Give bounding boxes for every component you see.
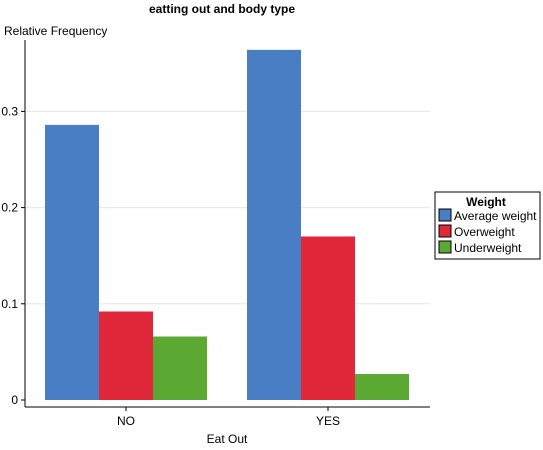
bar-average-weight-no bbox=[45, 124, 99, 401]
legend-title: Weight bbox=[466, 195, 506, 209]
legend-label: Underweight bbox=[454, 241, 522, 255]
bar-underweight-no bbox=[153, 336, 207, 400]
legend-swatch bbox=[438, 224, 452, 238]
y-tick-label: 0.2 bbox=[1, 201, 18, 215]
x-ticks: NO YES bbox=[117, 407, 340, 428]
bars bbox=[45, 49, 409, 401]
y-axis-label: Relative Frequency bbox=[4, 24, 107, 38]
legend-label: Average weight bbox=[454, 209, 537, 223]
y-tick-label: 0.3 bbox=[1, 104, 18, 118]
y-tick-label: 0 bbox=[11, 393, 18, 407]
legend-swatch bbox=[438, 240, 452, 254]
x-tick-label: NO bbox=[117, 414, 135, 428]
y-ticks: 0 0.1 0.2 0.3 bbox=[1, 104, 25, 407]
legend-label: Overweight bbox=[454, 225, 515, 239]
legend-swatch bbox=[438, 208, 452, 222]
legend-box bbox=[434, 191, 541, 260]
chart-title: eatting out and body type bbox=[149, 2, 295, 16]
bar-average-weight-yes bbox=[247, 49, 301, 400]
y-tick-label: 0.1 bbox=[1, 297, 18, 311]
x-tick-label: YES bbox=[316, 414, 340, 428]
x-axis-label: Eat Out bbox=[207, 432, 248, 446]
legend: Weight Average weight Overweight Underweig… bbox=[434, 191, 541, 260]
bar-overweight-yes bbox=[301, 236, 355, 400]
bar-overweight-no bbox=[99, 311, 153, 400]
bar-underweight-yes bbox=[355, 374, 409, 400]
axes bbox=[24, 40, 430, 408]
